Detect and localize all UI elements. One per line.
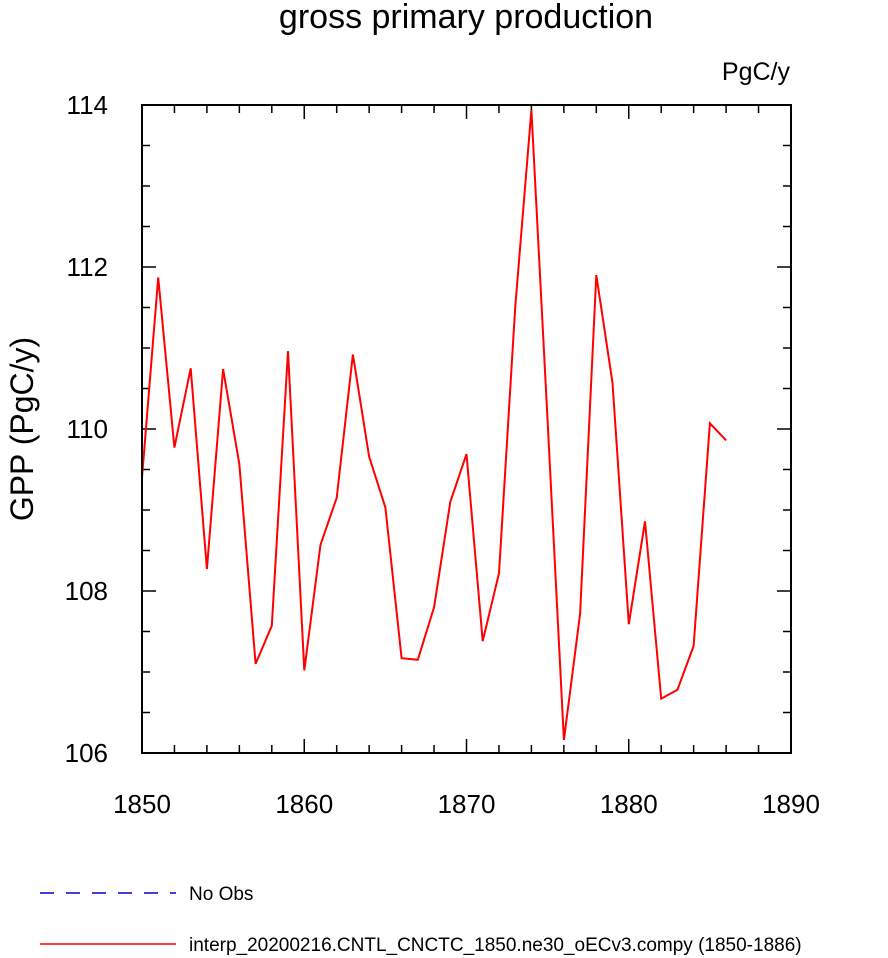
series-line-model [141, 109, 727, 741]
axis-tick-labels: 1850 1860 1870 1880 1890 106 108 110 112 114 [65, 90, 820, 819]
legend: No Obs interp_20200216.CNTL_CNCTC_1850.n… [40, 884, 802, 956]
axis-ticks [141, 104, 792, 754]
chart-title: gross primary production [279, 0, 653, 36]
y-tick-label: 114 [67, 90, 108, 120]
y-tick-label: 108 [65, 576, 108, 606]
y-axis-label: GPP (PgC/y) [4, 337, 40, 521]
plot-frame [141, 104, 792, 754]
units-label: PgC/y [722, 58, 791, 86]
y-tick-label: 112 [67, 252, 108, 282]
y-tick-label: 106 [65, 738, 108, 768]
x-tick-label: 1850 [113, 789, 171, 819]
x-tick-label: 1890 [762, 789, 820, 819]
series-layer [141, 109, 727, 741]
legend-label-no-obs: No Obs [189, 884, 253, 905]
legend-label-model: interp_20200216.CNTL_CNCTC_1850.ne30_oEC… [189, 935, 802, 956]
x-tick-label: 1860 [275, 789, 333, 819]
x-tick-label: 1870 [438, 789, 496, 819]
x-tick-label: 1880 [600, 789, 658, 819]
y-tick-label: 110 [67, 414, 108, 444]
